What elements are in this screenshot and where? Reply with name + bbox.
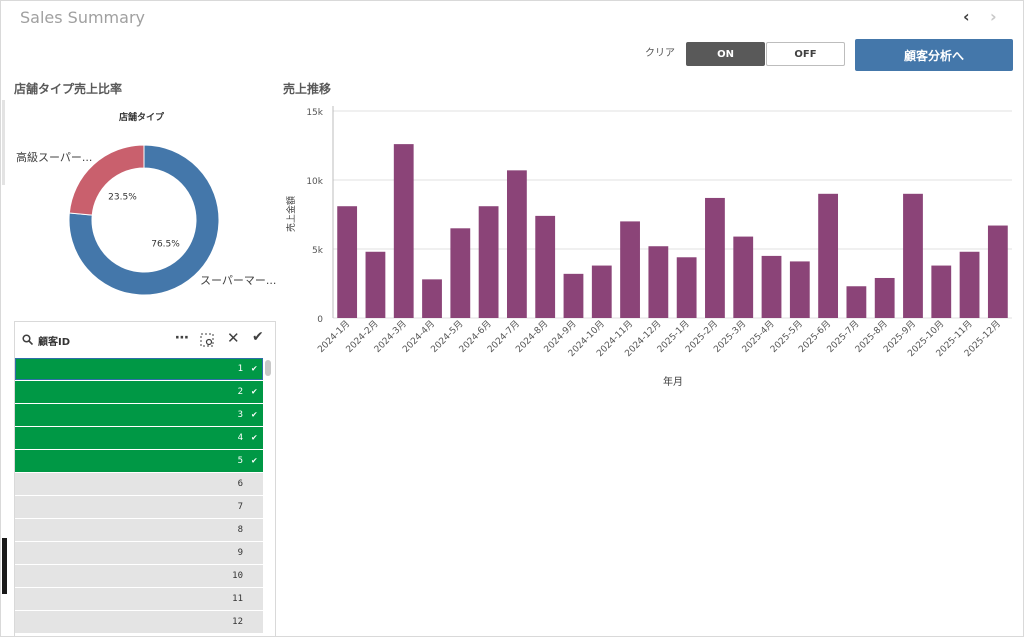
bar-2024-6月[interactable] [478,206,499,318]
y-tick-label: 5k [312,246,324,256]
list-item[interactable]: 10 [15,565,263,587]
list-item-label: 10 [232,571,243,581]
y-tick-label: 15k [306,108,323,118]
bar-2024-2月[interactable] [365,251,386,318]
sheet-title: Sales Summary [20,8,145,27]
side-scroll-strip [2,100,5,185]
list-item-label: 11 [232,594,243,604]
listbox-rows: 1 ✔ 2 ✔ 3 ✔ 4 ✔ 5 ✔ 6 7 8 9 10 11 12 [15,358,263,634]
bar-2024-9月[interactable] [563,273,584,318]
bar-2024-12月[interactable] [648,246,669,318]
pie-category-label-1: 高級スーパー... [16,150,92,164]
off-button[interactable]: OFF [766,42,845,66]
list-item[interactable]: 5 ✔ [15,450,263,472]
bar-2025-5月[interactable] [789,261,810,318]
pie-category-label-0: スーパーマー... [200,274,276,287]
list-item-label: 12 [232,617,243,627]
listbox-header: 顧客ID ⋯ ✕ ✔ [15,322,275,358]
list-item-label: 1 [237,364,243,374]
list-item[interactable]: 1 ✔ [15,358,263,380]
list-item[interactable]: 8 [15,519,263,541]
clear-label: クリア [645,48,675,59]
checkmark-icon: ✔ [251,456,257,466]
list-item[interactable]: 4 ✔ [15,427,263,449]
customer-id-listbox[interactable]: 顧客ID ⋯ ✕ ✔ 1 ✔ 2 ✔ 3 ✔ 4 ✔ 5 ✔ 6 7 8 9 10 11 12 [14,321,276,637]
listbox-scrollbar[interactable] [265,360,271,376]
list-item[interactable]: 11 [15,588,263,610]
bar-2025-2月[interactable] [705,197,725,318]
pie-slice-0[interactable] [68,144,220,296]
list-item-label: 7 [237,502,243,512]
checkmark-icon: ✔ [251,433,257,443]
bar-2024-8月[interactable] [535,215,556,318]
pie-pct-label-0: 76.5% [151,240,180,250]
bar-2025-3月[interactable] [733,236,754,318]
bar-2025-4月[interactable] [761,255,782,318]
bar-2024-11月[interactable] [620,221,640,318]
pie-pct-label-1: 23.5% [108,192,137,202]
selection-tool-icon[interactable] [200,333,214,347]
list-item[interactable]: 12 [15,611,263,633]
bar-2024-10月[interactable] [591,265,612,318]
bar-2024-4月[interactable] [422,279,442,318]
bar-2025-11月[interactable] [959,251,980,318]
list-item-label: 2 [237,387,243,397]
on-button[interactable]: ON [686,42,765,66]
bar-section-title: 売上推移 [283,82,332,96]
confirm-icon[interactable]: ✔ [252,329,264,345]
y-tick-label: 0 [317,315,323,325]
list-item[interactable]: 9 [15,542,263,564]
checkmark-icon: ✔ [251,364,257,374]
chevron-left-icon[interactable]: ‹ [963,7,970,26]
bar-2025-1月[interactable] [676,257,697,318]
list-item[interactable]: 6 [15,473,263,495]
bar-2024-3月[interactable] [393,144,414,318]
bar-chart[interactable]: 05k10k15k2024-1月2024-2月2024-3月2024-4月202… [280,98,1020,398]
checkmark-icon: ✔ [251,387,257,397]
bar-2025-8月[interactable] [874,277,895,318]
chevron-right-icon[interactable]: › [990,7,997,26]
bar-2024-5月[interactable] [450,228,471,318]
bar-2025-12月[interactable] [987,225,1008,318]
x-axis-title: 年月 [663,375,683,388]
more-icon[interactable]: ⋯ [175,330,189,346]
list-item-label: 4 [237,433,243,443]
list-item-label: 8 [237,525,243,535]
list-item-label: 5 [237,456,243,466]
customer-analysis-button[interactable]: 顧客分析へ [855,39,1013,71]
list-item[interactable]: 7 [15,496,263,518]
search-icon[interactable] [22,334,33,345]
pie-subtitle: 店舗タイプ [119,113,165,123]
list-item[interactable]: 2 ✔ [15,381,263,403]
bar-2025-10月[interactable] [931,265,952,318]
list-item-label: 9 [237,548,243,558]
checkmark-icon: ✔ [251,410,257,420]
listbox-title: 顧客ID [38,337,71,348]
list-item-label: 6 [237,479,243,489]
pie-chart[interactable]: 76.5% 23.5% スーパーマー... 高級スーパー... [0,125,290,315]
close-icon[interactable]: ✕ [227,329,240,347]
list-item-label: 3 [237,410,243,420]
bar-2024-1月[interactable] [337,206,358,318]
bar-2025-7月[interactable] [846,286,867,318]
pie-slice-1[interactable] [68,144,145,216]
y-axis-title: 売上金額 [285,196,297,232]
bar-2025-9月[interactable] [903,193,923,318]
bar-2025-6月[interactable] [818,193,839,318]
pie-section-title: 店舗タイプ売上比率 [14,82,123,96]
side-dark-strip [2,538,7,594]
list-item[interactable]: 3 ✔ [15,404,263,426]
y-tick-label: 10k [306,177,323,187]
bar-2024-7月[interactable] [506,170,527,318]
